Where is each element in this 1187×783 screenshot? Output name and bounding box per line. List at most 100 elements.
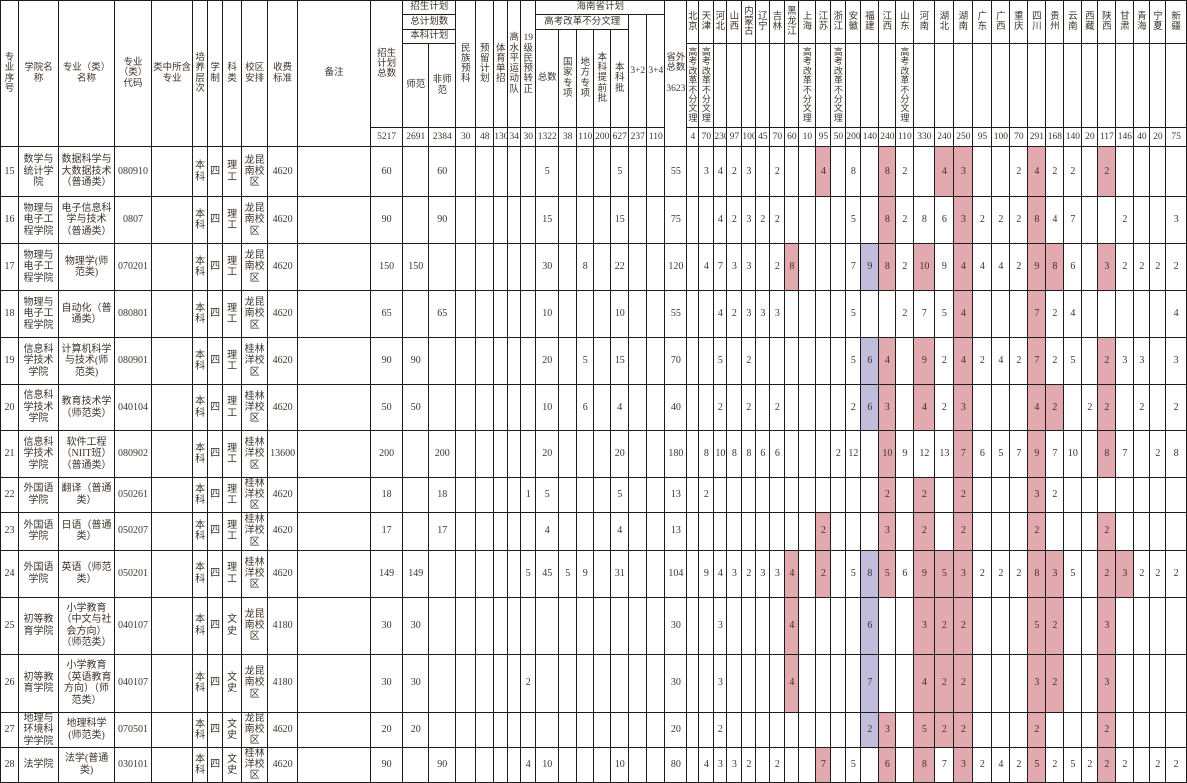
cell-26-years: 四 — [207, 653, 224, 713]
cell-26-gs — [1115, 653, 1135, 713]
cell-20-xj: 2 — [1165, 384, 1187, 431]
cell-28-yn: 5 — [1063, 747, 1083, 783]
cell-21-gx: 5 — [991, 430, 1011, 478]
header-hun: 湖 南 — [953, 0, 974, 44]
cell-21-note — [297, 430, 372, 478]
total-nmg: 100 — [741, 127, 757, 147]
cell-21-contained — [151, 430, 194, 478]
cell-23-years: 四 — [207, 511, 224, 551]
cell-15-fee: 4620 — [267, 146, 299, 197]
header-hn: 总数 — [535, 29, 560, 128]
cell-20-gx — [991, 384, 1011, 431]
cell-27-p32 — [628, 711, 648, 749]
total-sc: 291 — [1027, 127, 1047, 147]
cell-26-fj: 7 — [860, 653, 880, 713]
cell-25-ws: 30 — [664, 596, 688, 655]
cell-17-hn: 30 — [535, 243, 560, 291]
cell-22-zj — [830, 477, 847, 513]
header-jx: 江 西 — [878, 0, 897, 44]
header-p32: 3+2 — [628, 14, 648, 128]
cell-18-tq — [593, 290, 612, 338]
total-zj: 50 — [830, 127, 847, 147]
cell-18-shx — [1097, 290, 1117, 338]
cell-18-p32 — [628, 290, 648, 338]
cell-16-hen: 8 — [913, 196, 936, 244]
cell-28-gs: 2 — [1115, 747, 1135, 783]
cell-18-contained — [151, 290, 194, 338]
cell-22-qh — [1133, 477, 1151, 513]
total-yuliu: 48 — [475, 127, 495, 147]
cell-23-tiyu — [493, 511, 509, 551]
header-yn-sub — [1063, 43, 1083, 128]
cell-23-minzu — [455, 511, 477, 551]
total-jx: 240 — [878, 127, 897, 147]
cell-20-heb: 2 — [713, 384, 728, 431]
header-fj: 福 建 — [860, 0, 880, 44]
cell-15-major: 数据科学与大数据技术（普通类） — [58, 146, 116, 197]
cell-28-gz: 2 — [1045, 747, 1065, 783]
cell-16-ws: 75 — [664, 196, 688, 244]
cell-23-xz — [1081, 511, 1099, 551]
cell-25-p32 — [628, 596, 648, 655]
cell-25-gj — [558, 596, 578, 655]
cell-18-tj — [698, 290, 715, 338]
cell-21-hub: 13 — [934, 430, 955, 478]
cell-20-total: 50 — [370, 384, 404, 431]
cell-23-fj — [860, 511, 880, 551]
cell-22-yn — [1063, 477, 1083, 513]
cell-15-jx: 8 — [878, 146, 897, 197]
cell-23-nmg — [741, 511, 757, 551]
cell-18-gj — [558, 290, 578, 338]
cell-20-sx — [726, 384, 743, 431]
cell-23-level: 本科 — [192, 511, 209, 551]
cell-23-shx: 2 — [1097, 511, 1117, 551]
cell-27-nx — [1149, 711, 1167, 749]
cell-28-xz: 2 — [1081, 747, 1099, 783]
cell-28-jl: 2 — [769, 747, 786, 783]
total-sh: 10 — [798, 127, 817, 147]
cell-26-p32 — [628, 653, 648, 713]
cell-25-years: 四 — [207, 596, 224, 655]
cell-20-gz: 2 — [1045, 384, 1065, 431]
cell-28-campus: 桂林洋校区 — [241, 747, 269, 783]
cell-20-feishifan — [428, 384, 457, 431]
plan-row: 21 信息科学技术学院 软件工程（NIIT班）（普通类） 080902 本科四理工 桂林洋… — [0, 430, 1187, 478]
cell-21-minzu — [455, 430, 477, 478]
cell-15-gd — [972, 146, 993, 197]
cell-28-note — [297, 747, 372, 783]
cell-25-cq — [1009, 596, 1029, 655]
cell-22-fj — [860, 477, 880, 513]
cell-25-college: 初等教育学院 — [17, 596, 60, 655]
cell-28-heb: 3 — [713, 747, 728, 783]
cell-24-sh — [798, 549, 817, 598]
total-hlj: 60 — [784, 127, 800, 147]
cell-23-hun: 2 — [953, 511, 974, 551]
cell-25-major: 小学教育（中文与社会方向）（师范类） — [58, 596, 116, 655]
cell-18-ah: 5 — [845, 290, 862, 338]
cell-24-contained — [151, 549, 194, 598]
header-gd: 广 东 — [972, 0, 993, 44]
header-nx-sub — [1149, 43, 1167, 128]
cell-19-ws: 70 — [664, 337, 688, 385]
cell-22-nx — [1149, 477, 1167, 513]
plan-row: 24 外国语学院 英语（师范类） 050201 本科四理工 桂林洋校区 4620 149 149… — [0, 549, 1187, 598]
header-ln: 辽 宁 — [755, 0, 771, 44]
cell-22-campus: 桂林洋校区 — [241, 477, 269, 513]
cell-26-hlj: 4 — [784, 653, 800, 713]
cell-19-js — [815, 337, 832, 385]
cell-16-tq — [593, 196, 612, 244]
cell-20-tiyu — [493, 384, 509, 431]
cell-23-contained — [151, 511, 194, 551]
cell-18-yuliu — [475, 290, 495, 338]
cell-26-ah — [845, 653, 862, 713]
cell-25-hn — [535, 596, 560, 655]
cell-17-ah: 7 — [845, 243, 862, 291]
cell-17-qh: 2 — [1133, 243, 1151, 291]
cell-20-gs — [1115, 384, 1135, 431]
header-feishifan: 非师 范 — [428, 43, 457, 128]
header-sd-sub: 高 考 改 革 不 分 文 理 — [895, 43, 915, 128]
cell-28-nmg: 2 — [741, 747, 757, 783]
total-feishifan: 2384 — [428, 127, 457, 147]
total-qh: 40 — [1133, 127, 1151, 147]
